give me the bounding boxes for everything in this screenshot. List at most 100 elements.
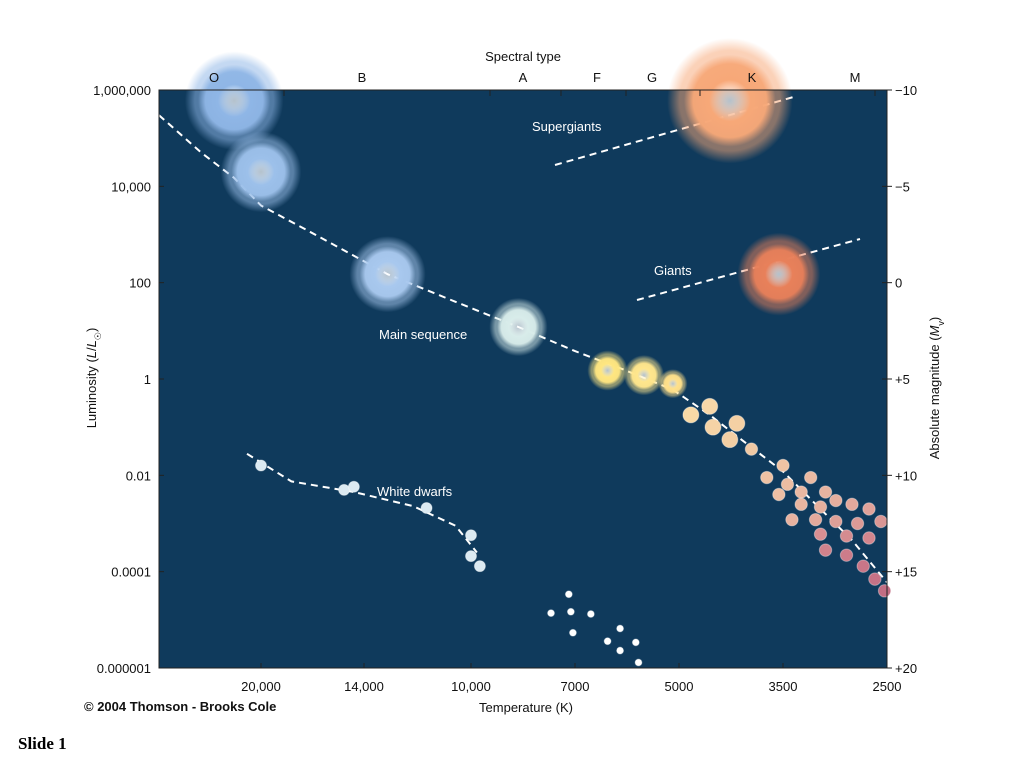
main-sequence-star [829,514,843,529]
y-tick-label: 0.0001 [111,565,151,580]
main-sequence-star [662,373,684,395]
main-sequence-star [877,584,892,598]
y-tick-label: 10,000 [111,179,151,194]
y-axis-title-part: / [84,347,99,351]
annotation-white-dwarfs: White dwarfs [377,484,453,499]
main-sequence-star [704,418,722,436]
spectral-type-K: K [748,70,757,85]
y2-axis-title-part: ) [927,317,942,321]
spectral-type-A: A [519,70,528,85]
faint-stars-star [566,607,575,616]
slide-label: Slide 1 [18,734,67,753]
annotations-layer: Supergiants Giants Main sequence White dwar… [377,119,692,499]
white-dwarf-curve [246,452,478,554]
y2-axis-title-part: M [927,325,942,336]
y2-tick-label: +15 [895,565,917,580]
faint-stars-star [547,609,555,617]
main-sequence-star [839,529,854,543]
white-dwarfs-star [465,529,477,542]
y2-axis-title-part: v [936,321,946,326]
main-sequence-star [721,431,739,449]
y2-tick-label: −10 [895,83,917,98]
x-tick-label: 7000 [561,679,590,694]
main-sequence-star [862,502,876,516]
y2-tick-label: +10 [895,468,917,483]
main-sequence-star [682,406,700,424]
spectral-type-F: F [593,70,601,85]
main-sequence-star [862,531,876,545]
y-tick-label: 1 [144,372,151,387]
x-tick-label: 10,000 [451,679,491,694]
main-sequence-star [780,477,795,492]
main-sequence-star [850,516,865,531]
faint-stars-star [564,590,573,599]
main-sequence-star [818,543,833,557]
spectral-type-O: O [209,70,219,85]
main-sequence-star [794,485,808,499]
y-axis-title-part: ) [84,328,99,332]
main-sequence-star [813,527,828,541]
main-sequence-star [744,442,759,456]
y-tick-label: 100 [129,276,151,291]
main-sequence-star [701,397,719,415]
faint-stars-star [586,610,595,618]
white-dwarfs-star [347,480,360,493]
y-axis-title: Luminosity (L/L☉) [84,328,103,429]
y2-tick-label: +20 [895,661,917,676]
main-sequence-star [497,305,540,349]
faint-stars-star [569,628,577,637]
main-sequence-star [760,470,774,485]
x-tick-label: 2500 [873,679,902,694]
main-sequence-star [728,414,746,432]
main-sequence-star [868,572,882,586]
y-tick-label: 1,000,000 [93,83,151,98]
stars-layer [184,37,892,667]
spectral-type-B: B [358,70,367,85]
main-sequence-star [772,487,786,502]
main-sequence-star [803,470,818,485]
giants-star [748,243,810,305]
main-sequence-star [785,512,799,527]
y2-axis-title: Absolute magnitude (Mv) [927,317,946,460]
x-tick-label: 20,000 [241,679,281,694]
y-axis-title-part: ☉ [93,332,103,340]
spectral-type-G: G [647,70,657,85]
main-sequence-star [794,497,808,512]
main-sequence-star [818,485,833,499]
y-axis-title-part: L [84,351,99,358]
spectral-type-M: M [850,70,861,85]
x-tick-label: 3500 [769,679,798,694]
y-axis-title-part: Luminosity ( [84,358,99,429]
x-axis-title: Temperature (K) [479,700,573,715]
main-sequence-star [198,64,271,137]
faint-stars-star [603,637,612,646]
main-sequence-star [808,512,823,527]
white-dwarfs-star [465,550,477,563]
main-sequence-star [829,493,843,508]
annotation-supergiants: Supergiants [532,119,602,134]
copyright-notice: © 2004 Thomson - Brooks Cole [84,699,277,714]
main-sequence-star [856,559,870,573]
main-sequence-star [592,355,623,386]
faint-stars-star [634,658,643,667]
y-axis-title-part: L [84,340,99,347]
main-sequence-star [776,458,790,473]
axes-layer: 1,000,000 10,000 100 1 0.01 0.0001 0.000001 −10… [84,49,946,715]
y2-tick-label: 0 [895,276,902,291]
main-sequence-star [839,548,854,562]
y-tick-label: 0.000001 [97,661,151,676]
y2-tick-label: −5 [895,179,910,194]
main-sequence-star [845,497,859,512]
main-sequence-star [231,142,291,202]
main-sequence-star [629,360,659,390]
x-tick-label: 14,000 [344,679,384,694]
annotation-giants: Giants [654,263,692,278]
faint-stars-star [631,638,640,647]
main-sequence-star [874,514,888,529]
annotation-main-sequence: Main sequence [379,327,467,342]
supergiants-star [683,54,776,147]
top-axis-title: Spectral type [485,49,561,64]
faint-stars-star [616,646,624,655]
main-sequence-star [813,500,828,514]
